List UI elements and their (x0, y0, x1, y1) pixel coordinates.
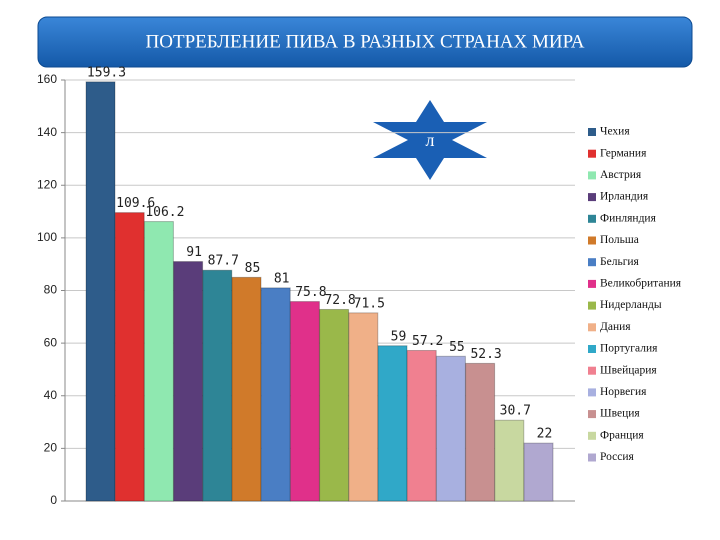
legend-swatch (588, 431, 596, 440)
legend-label: Австрия (600, 169, 642, 181)
annotation: л (426, 130, 435, 150)
legend-label: Ирландия (600, 191, 649, 203)
y-tick-label: 60 (44, 335, 58, 349)
bar (319, 308, 350, 502)
bar (173, 261, 204, 502)
legend-label: Чехия (600, 126, 630, 138)
bar (494, 419, 525, 502)
y-tick-label: 160 (37, 72, 57, 86)
data-label: 22 (537, 427, 553, 442)
data-label: 87.7 (208, 254, 239, 269)
data-label: 75.8 (295, 285, 326, 300)
legend-swatch (588, 323, 596, 332)
bar (348, 312, 379, 502)
legend-label: Франция (600, 429, 644, 441)
y-tick-label: 100 (37, 230, 57, 244)
data-label: 30.7 (500, 404, 531, 419)
legend-label: Дания (600, 321, 631, 333)
data-label: 72.8 (324, 293, 355, 308)
legend-swatch (588, 388, 596, 397)
bar (202, 269, 233, 502)
legend-label: Нидерланды (600, 299, 662, 311)
legend-label: Германия (600, 147, 647, 159)
bar (289, 301, 320, 502)
data-label: 71.5 (354, 296, 385, 311)
legend-swatch (588, 345, 596, 353)
bar (143, 221, 174, 502)
data-label: 59 (391, 329, 407, 344)
bar (85, 81, 116, 502)
bar (465, 362, 496, 502)
data-label: 91 (186, 245, 202, 260)
y-tick-label: 20 (44, 441, 58, 455)
y-tick-label: 140 (37, 125, 57, 139)
legend-swatch (588, 366, 596, 375)
bar (523, 442, 554, 502)
y-tick-label: 120 (37, 177, 57, 191)
bar (114, 212, 145, 502)
legend-swatch (588, 410, 596, 419)
legend-swatch (588, 214, 596, 223)
legend-swatch (588, 193, 596, 202)
bar (260, 287, 291, 502)
legend-label: Великобритания (600, 278, 682, 290)
data-label: 57.2 (412, 334, 443, 349)
legend-label: Швеция (600, 408, 640, 420)
bar (406, 349, 437, 502)
bar (377, 345, 408, 502)
data-label: 85 (245, 261, 261, 276)
y-tick-label: 40 (44, 388, 58, 402)
chart-title: ПОТРЕБЛЕНИЕ ПИВА В РАЗНЫХ СТРАНАХ МИРА (146, 31, 585, 52)
y-tick-label: 0 (50, 493, 57, 507)
data-label: 109.6 (116, 196, 155, 211)
y-tick-label: 80 (44, 283, 58, 297)
data-label: 159.3 (87, 65, 126, 80)
legend-label: Россия (600, 451, 635, 463)
legend-label: Бельгия (600, 256, 640, 268)
legend-swatch (588, 236, 596, 245)
legend-swatch (588, 301, 596, 310)
data-label: 55 (449, 340, 465, 355)
title-box (37, 16, 693, 68)
legend-swatch (588, 171, 596, 180)
legend-label: Португалия (600, 343, 658, 355)
legend-swatch (588, 453, 596, 462)
data-label: 106.2 (145, 205, 184, 220)
legend-label: Польша (600, 234, 639, 246)
legend-swatch (588, 279, 596, 288)
legend-label: Норвегия (600, 386, 647, 398)
bar (231, 276, 262, 502)
legend-swatch (588, 258, 596, 267)
legend-label: Финляндия (600, 212, 657, 224)
legend-swatch (588, 149, 596, 158)
data-label: 52.3 (470, 347, 501, 362)
legend-swatch (588, 128, 596, 136)
annotation-star (373, 100, 487, 180)
bar (435, 355, 466, 502)
data-label: 81 (274, 271, 290, 286)
legend-label: Швейцария (600, 364, 657, 376)
